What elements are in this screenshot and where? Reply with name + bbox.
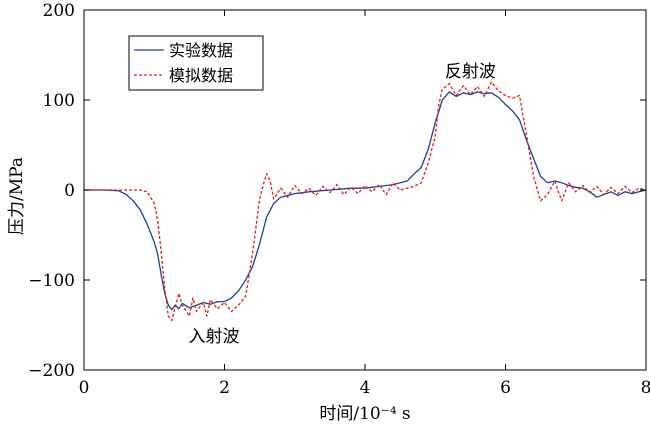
- y-tick-label: −100: [28, 271, 75, 291]
- y-tick-label: 0: [64, 181, 75, 201]
- legend-box: [128, 35, 264, 91]
- x-tick-label: 2: [219, 378, 230, 398]
- chart-legend: 实验数据 模拟数据: [128, 35, 264, 91]
- y-axis-title: 压力/MPa: [7, 157, 27, 235]
- annotation-reflected-wave: 反射波: [445, 62, 496, 82]
- y-tick-label: −200: [28, 361, 75, 381]
- y-tick-label: 200: [43, 1, 75, 21]
- axis-tick-labels: 0 2 4 6 8 −200 −100 0 100 200: [28, 1, 650, 398]
- series-line-simulated: [84, 81, 647, 322]
- axis-ticks: [83, 9, 647, 371]
- x-tick-label: 0: [79, 378, 90, 398]
- series-lines: [84, 81, 647, 322]
- x-tick-label: 8: [641, 378, 650, 398]
- x-axis-title: 时间/10⁻⁴ s: [319, 404, 410, 424]
- legend-label-simulated: 模拟数据: [169, 66, 233, 85]
- annotation-incident-wave: 入射波: [188, 327, 239, 347]
- legend-label-experimental: 实验数据: [169, 41, 233, 60]
- y-tick-label: 100: [43, 91, 75, 111]
- x-tick-label: 6: [500, 378, 511, 398]
- x-tick-label: 4: [360, 378, 371, 398]
- series-line-experimental: [84, 91, 647, 311]
